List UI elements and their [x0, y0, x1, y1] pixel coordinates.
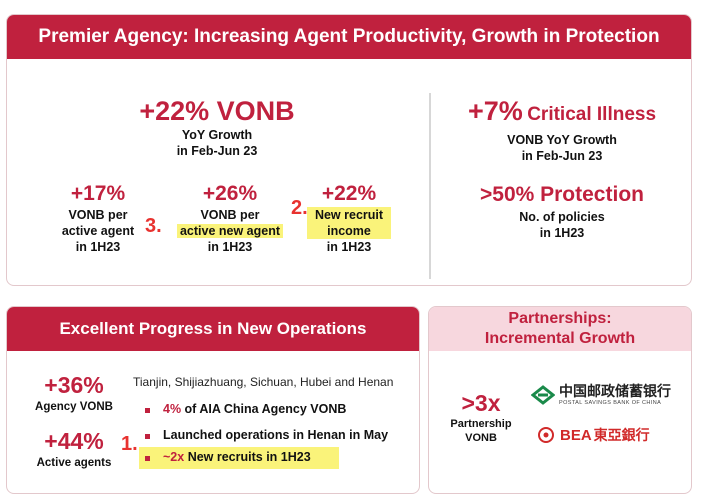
- stat-value: +44%: [44, 428, 104, 454]
- metric-line: in 1H23: [207, 240, 253, 254]
- vonb-value: +22% VONB: [139, 96, 295, 126]
- metric-value: +22%: [321, 182, 377, 205]
- partnerships-title-line2: Incremental Growth: [484, 330, 636, 347]
- bullet-marker: [145, 408, 150, 413]
- bea-cn-name: 東亞銀行: [593, 428, 650, 444]
- critical-line2: in Feb-Jun 23: [521, 149, 603, 163]
- psbc-logo-icon: [531, 385, 555, 405]
- stat-active-agents: +44% Active agents: [21, 427, 127, 471]
- partnership-stat: >3x Partnership VONB: [441, 389, 521, 445]
- new-operations-panel: Excellent Progress in New Operations +36…: [6, 306, 420, 494]
- psbc-cn-name: 中国邮政储蓄银行: [559, 384, 671, 400]
- bea-en-name: BEA: [560, 426, 592, 444]
- panel-divider: [429, 93, 431, 279]
- metric-line: in 1H23: [75, 240, 121, 254]
- psbc-logo: 中国邮政储蓄银行 POSTAL SAVINGS BANK OF CHINA: [531, 383, 671, 407]
- bullet-marker: [145, 456, 150, 461]
- bullet-marker: [145, 434, 150, 439]
- partnership-value: >3x: [461, 390, 501, 416]
- cities-text: Tianjin, Shijiazhuang, Sichuan, Hubei an…: [133, 375, 394, 389]
- critical-label: Critical Illness: [527, 104, 657, 125]
- marker-2: 2.: [291, 197, 308, 219]
- critical-illness-block: +7% Critical Illness VONB YoY Growth in …: [447, 95, 677, 164]
- metric-line-highlight: New recruit: [307, 207, 391, 223]
- metric-value: +26%: [202, 182, 258, 205]
- vonb-line2: in Feb-Jun 23: [176, 144, 258, 158]
- vonb-line1: YoY Growth: [181, 128, 253, 142]
- protection-value: >50% Protection: [480, 183, 644, 206]
- partnerships-title-line1: Partnerships:: [508, 310, 612, 327]
- critical-value: +7%: [467, 96, 523, 126]
- vonb-block: +22% VONB YoY Growth in Feb-Jun 23: [117, 95, 317, 159]
- metric-line: in 1H23: [326, 240, 372, 254]
- partnership-label-line2: VONB: [465, 432, 497, 444]
- protection-block: >50% Protection No. of policies in 1H23: [447, 181, 677, 241]
- metric-line: active agent: [61, 224, 135, 238]
- metric-line-highlight: active new agent: [176, 224, 284, 238]
- protection-line1: No. of policies: [519, 210, 605, 224]
- psbc-en-name: POSTAL SAVINGS BANK OF CHINA: [559, 400, 662, 406]
- bullet-agency-share: 4% of AIA China Agency VONB: [163, 402, 347, 416]
- metric-new-recruit-income: +22% New recruit income in 1H23: [307, 181, 391, 255]
- marker-3: 3.: [145, 215, 162, 237]
- bullet-henan: Launched operations in Henan in May: [163, 428, 389, 442]
- metric-line-highlight: income: [307, 223, 391, 239]
- bullet-new-recruits: ~2x New recruits in 1H23: [163, 450, 311, 464]
- premier-agency-panel: Premier Agency: Increasing Agent Product…: [6, 14, 692, 286]
- partnership-label-line1: Partnership: [450, 418, 512, 430]
- metric-line: VONB per: [68, 208, 128, 222]
- stat-label: Agency VONB: [35, 401, 113, 413]
- critical-line1: VONB YoY Growth: [507, 133, 617, 147]
- metric-value: +17%: [70, 182, 126, 205]
- premier-agency-title: Premier Agency: Increasing Agent Product…: [7, 15, 691, 59]
- bea-logo-icon: [538, 427, 554, 443]
- bullet-highlight-box: [139, 447, 339, 469]
- protection-line2: in 1H23: [539, 226, 585, 240]
- stat-agency-vonb: +36% Agency VONB: [21, 371, 127, 415]
- marker-1: 1.: [121, 433, 138, 455]
- partnerships-title: Partnerships: Incremental Growth: [429, 307, 691, 351]
- metric-active-new-agent: +26% VONB per active new agent in 1H23: [165, 181, 295, 255]
- new-operations-title: Excellent Progress in New Operations: [7, 307, 419, 351]
- stat-value: +36%: [44, 372, 104, 398]
- bea-logo: BEA 東亞銀行: [537, 425, 650, 445]
- partnerships-panel: Partnerships: Incremental Growth >3x Par…: [428, 306, 692, 494]
- metric-line: VONB per: [200, 208, 260, 222]
- stat-label: Active agents: [36, 457, 112, 469]
- metric-active-agent: +17% VONB per active agent in 1H23: [43, 181, 153, 255]
